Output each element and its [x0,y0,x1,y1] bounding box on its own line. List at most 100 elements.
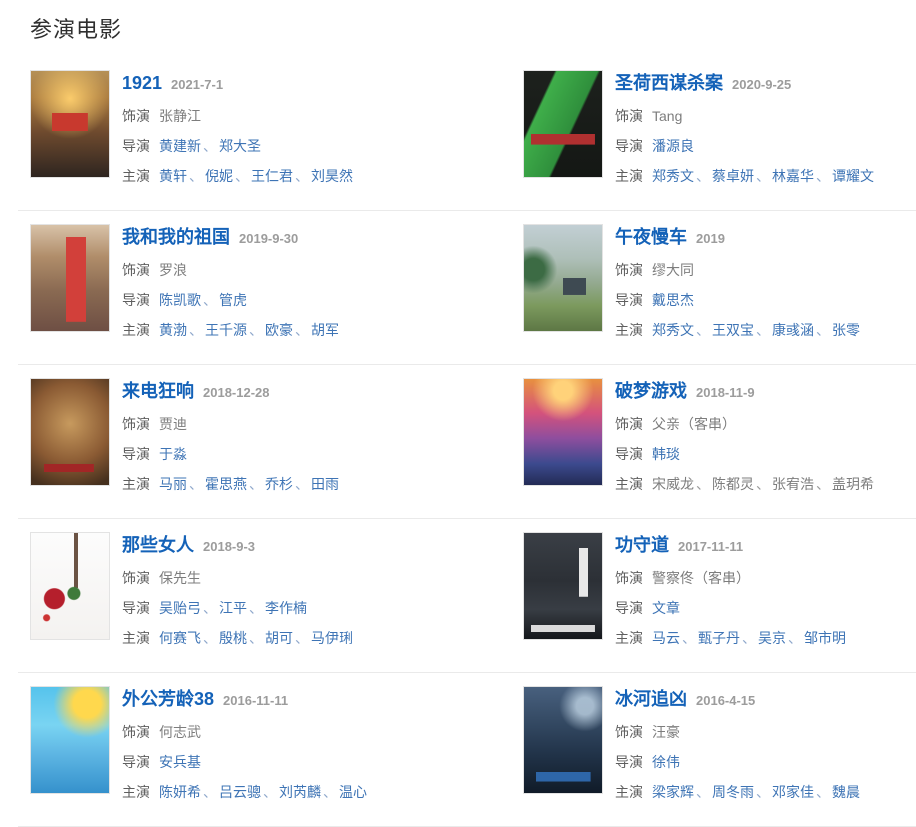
person-link[interactable]: 潘源良 [652,138,694,154]
person-link[interactable]: 黄建新 [159,138,201,154]
movie-poster[interactable] [523,378,603,486]
person-link[interactable]: 刘芮麟 [279,784,321,800]
movie-title-link[interactable]: 冰河追凶 [615,689,687,709]
director-list: 安兵基 [159,754,201,770]
movie-poster[interactable] [30,224,110,332]
person-link[interactable]: 张零 [832,322,860,338]
person-link[interactable]: 吴贻弓 [159,600,201,616]
person-link[interactable]: 文章 [652,600,680,616]
list-separator: 、 [249,600,263,616]
person-link[interactable]: 于淼 [159,446,187,462]
director-list: 黄建新、郑大圣 [159,138,261,154]
person-link[interactable]: 韩琰 [652,446,680,462]
person-link[interactable]: 谭耀文 [832,168,874,184]
movie-poster[interactable] [30,378,110,486]
starring-label: 主演 [122,630,150,646]
movie-card: 圣荷西谋杀案 2020-9-25 饰演 Tang 导演 潘源良 主演 郑秀文、蔡卓妍、… [523,70,900,187]
star-list: 马云、甄子丹、吴京、邹市明 [652,630,846,646]
list-separator: 、 [249,476,263,492]
person-link[interactable]: 管虎 [219,292,247,308]
person-link[interactable]: 田雨 [311,476,339,492]
person-link[interactable]: 蔡卓妍 [712,168,754,184]
person-link[interactable]: 马云 [652,630,680,646]
role-label: 饰演 [122,570,150,586]
person-link[interactable]: 陈妍希 [159,784,201,800]
person-link[interactable]: 欧豪 [265,322,293,338]
movie-poster[interactable] [523,70,603,178]
person-link[interactable]: 胡军 [311,322,339,338]
person-link[interactable]: 陈凯歌 [159,292,201,308]
movie-title-link[interactable]: 1921 [122,73,163,93]
release-date: 2018-9-3 [203,539,256,554]
person-link[interactable]: 郑秀文 [652,322,694,338]
person-link[interactable]: 何赛飞 [159,630,201,646]
person-link[interactable]: 林嘉华 [772,168,814,184]
person-link[interactable]: 乔杉 [265,476,293,492]
person-link[interactable]: 康彧涵 [772,322,814,338]
movie-poster[interactable] [30,70,110,178]
role-value: 张静江 [159,108,201,124]
person-link[interactable]: 魏晨 [832,784,860,800]
person-link[interactable]: 周冬雨 [712,784,754,800]
person-link[interactable]: 霍思燕 [205,476,247,492]
person-link[interactable]: 王双宝 [712,322,754,338]
movie-poster[interactable] [523,532,603,640]
person-link[interactable]: 徐伟 [652,754,680,770]
person-link[interactable]: 梁家辉 [652,784,694,800]
person-link[interactable]: 郑秀文 [652,168,694,184]
movie-info: 来电狂响 2018-12-28 饰演 贾迪 导演 于淼 主演 马丽、霍思燕、乔杉、田雨 [122,378,339,495]
person-link[interactable]: 马丽 [159,476,187,492]
movie-poster[interactable] [30,686,110,794]
person-link[interactable]: 安兵基 [159,754,201,770]
starring-row: 主演 陈妍希、吕云骢、刘芮麟、温心 [122,782,367,803]
director-label: 导演 [122,138,150,154]
person-link[interactable]: 邹市明 [804,630,846,646]
person-link[interactable]: 王千源 [205,322,247,338]
title-line: 外公芳龄38 2016-11-11 [122,687,367,713]
person-link[interactable]: 马伊琍 [311,630,353,646]
person-link[interactable]: 温心 [339,784,367,800]
person-link[interactable]: 甄子丹 [698,630,740,646]
person-link[interactable]: 倪妮 [205,168,233,184]
movie-poster[interactable] [523,224,603,332]
movie-poster[interactable] [30,532,110,640]
person-link[interactable]: 胡可 [265,630,293,646]
person-link[interactable]: 李作楠 [265,600,307,616]
person-link[interactable]: 王仁君 [251,168,293,184]
movie-poster[interactable] [523,686,603,794]
movie-title-link[interactable]: 来电狂响 [122,381,194,401]
title-line: 1921 2021-7-1 [122,71,353,97]
person-link[interactable]: 邓家佳 [772,784,814,800]
list-separator: 、 [742,630,756,646]
person-link[interactable]: 刘昊然 [311,168,353,184]
list-separator: 、 [203,784,217,800]
list-separator: 、 [816,784,830,800]
person-link[interactable]: 黄渤 [159,322,187,338]
movie-title-link[interactable]: 破梦游戏 [615,381,687,401]
person-link[interactable]: 吕云骢 [219,784,261,800]
person-link[interactable]: 殷桃 [219,630,247,646]
person-link[interactable]: 吴京 [758,630,786,646]
movie-title-link[interactable]: 外公芳龄38 [122,689,215,709]
person-link[interactable]: 黄轩 [159,168,187,184]
role-value: 汪豪 [652,724,680,740]
movie-card: 那些女人 2018-9-3 饰演 保先生 导演 吴贻弓、江平、李作楠 主演 何赛飞、殷… [30,532,523,649]
starring-label: 主演 [122,784,150,800]
list-separator: 、 [295,630,309,646]
person-link[interactable]: 郑大圣 [219,138,261,154]
starring-label: 主演 [122,476,150,492]
movie-title-link[interactable]: 午夜慢车 [615,227,687,247]
title-line: 午夜慢车 2019 [615,225,860,251]
movie-title-link[interactable]: 圣荷西谋杀案 [615,73,723,93]
person-name: 盖玥希 [832,476,874,492]
role-row: 饰演 Tang [615,106,874,127]
person-link[interactable]: 戴思杰 [652,292,694,308]
movie-title-link[interactable]: 我和我的祖国 [122,227,230,247]
movie-title-link[interactable]: 那些女人 [122,535,194,555]
star-list: 黄渤、王千源、欧豪、胡军 [159,322,339,338]
starring-row: 主演 马云、甄子丹、吴京、邹市明 [615,628,846,649]
person-link[interactable]: 江平 [219,600,247,616]
director-row: 导演 安兵基 [122,752,367,773]
movie-title-link[interactable]: 功守道 [615,535,669,555]
role-row: 饰演 何志武 [122,722,367,743]
